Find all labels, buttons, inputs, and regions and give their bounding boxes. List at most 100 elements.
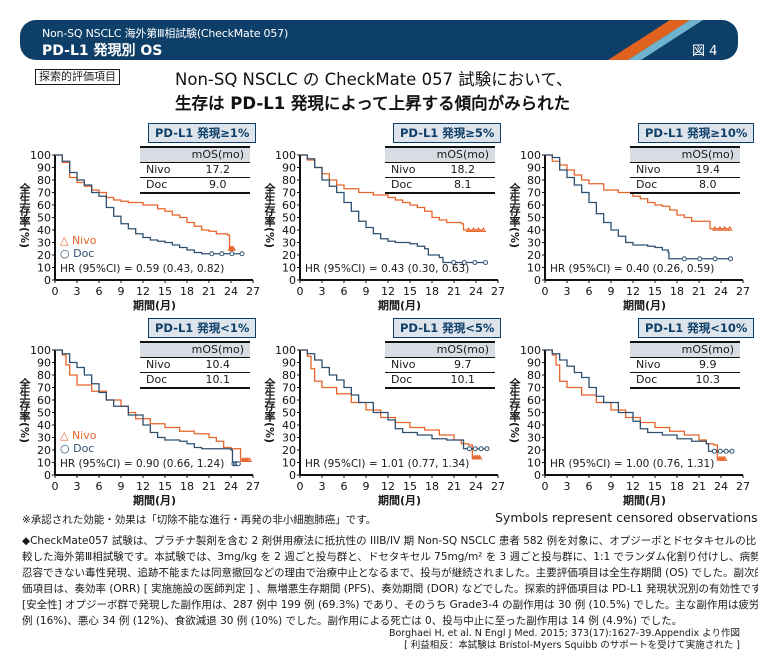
mos-value: 18.2 [430, 162, 495, 178]
y-tick-label: 90 [527, 357, 541, 370]
body-line: 例 (16%)、悪心 34 例 (12%)、食欲減退 30 例 (10%) でし… [22, 615, 683, 627]
x-tick-label: 21 [202, 480, 216, 493]
x-axis-label: 期間(月) [378, 494, 422, 507]
y-tick-label: 10 [527, 457, 541, 470]
x-tick-label: 18 [425, 285, 439, 298]
x-tick-label: 0 [297, 480, 304, 493]
mos-row: Doc 8.1 [385, 177, 495, 194]
km-panel: 0 10 20 30 40 50 60 70 80 90 100 0 3 6 9 12 15 18 21 24 27 PD… [0, 310, 268, 507]
censor-mark-nivo [721, 455, 728, 461]
x-tick-label: 21 [447, 285, 461, 298]
mos-table: mOS(mo) Nivo 17.2 Doc 9.0 [140, 146, 250, 194]
x-tick-label: 9 [118, 285, 125, 298]
x-axis-label: 期間(月) [133, 494, 177, 507]
x-tick-label: 6 [341, 285, 348, 298]
y-tick-label: 20 [527, 444, 541, 457]
y-tick-label: 60 [37, 199, 51, 212]
censor-mark-doc [209, 251, 215, 257]
mos-head-blank [630, 146, 676, 163]
censor-mark-nivo [475, 226, 482, 232]
y-tick-label: 100 [520, 149, 541, 162]
y-tick-label: 100 [275, 344, 296, 357]
mos-row: Nivo 17.2 [140, 162, 250, 178]
mos-head-blank [140, 146, 186, 163]
headline-line2: 生存は PD-L1 発現によって上昇する傾向がみられた [175, 94, 571, 113]
mos-row: Nivo 18.2 [385, 162, 495, 178]
survival-curve-nivo [300, 154, 484, 231]
x-tick-label: 27 [491, 480, 505, 493]
censor-mark-nivo [726, 225, 733, 231]
citation: Borghaei H, et al. N Engl J Med. 2015; 3… [389, 628, 740, 652]
mos-row: Nivo 9.7 [385, 357, 495, 373]
survival-curve-doc [55, 349, 239, 465]
survival-curve-doc [545, 154, 731, 260]
censor-mark-doc [219, 251, 225, 257]
mos-row: Nivo 19.4 [630, 162, 740, 178]
hazard-ratio: HR (95%CI) = 1.01 (0.77, 1.34) [305, 458, 470, 470]
header-banner-right [358, 20, 738, 60]
y-tick-label: 50 [37, 407, 51, 420]
y-tick-label: 40 [37, 224, 51, 237]
x-tick-label: 21 [692, 480, 706, 493]
x-tick-label: 18 [670, 480, 684, 493]
y-tick-label: 60 [527, 199, 541, 212]
mos-value: 19.4 [675, 162, 740, 178]
y-tick-label: 50 [37, 212, 51, 225]
x-tick-label: 3 [319, 480, 326, 493]
hazard-ratio: HR (95%CI) = 0.90 (0.66, 1.24) [60, 458, 225, 470]
km-panel: 0 10 20 30 40 50 60 70 80 90 100 0 3 6 9 12 15 18 21 24 27 PD… [0, 115, 268, 312]
x-tick-label: 24 [224, 285, 238, 298]
y-tick-label: 40 [527, 224, 541, 237]
y-tick-label: 90 [282, 357, 296, 370]
y-tick-label: 80 [282, 174, 296, 187]
body-line: [安全性] オプジーボ群で発現した副作用は、287 例中 199 例 (69.3… [22, 599, 758, 611]
body-line: 忍容できない毒性発現、追跡不能または同意撤回などの理由で治療中止となるまで、投与… [22, 567, 758, 579]
y-tick-label: 60 [37, 394, 51, 407]
mos-value: 9.7 [430, 357, 495, 373]
x-tick-label: 3 [74, 480, 81, 493]
y-tick-label: 20 [282, 444, 296, 457]
censor-mark-nivo [717, 225, 723, 231]
y-tick-label: 0 [289, 274, 296, 287]
x-tick-label: 18 [425, 480, 439, 493]
censor-mark-doc [461, 260, 467, 265]
legend-nivo: △ Nivo [60, 234, 97, 247]
mos-arm: Nivo [140, 357, 186, 373]
y-tick-label: 80 [37, 369, 51, 382]
censor-mark-doc [697, 256, 703, 262]
y-tick-label: 80 [527, 369, 541, 382]
hazard-ratio: HR (95%CI) = 0.59 (0.43, 0.82) [60, 263, 225, 275]
y-tick-label: 70 [282, 382, 296, 395]
y-axis-label: 全生存率(%) [508, 183, 521, 249]
mos-header: mOS(mo) [430, 341, 495, 358]
hazard-ratio: HR (95%CI) = 1.00 (0.76, 1.31) [550, 458, 715, 470]
censor-mark-doc [451, 260, 457, 265]
mos-head-blank [385, 146, 431, 163]
y-tick-label: 90 [37, 162, 51, 175]
x-tick-label: 9 [118, 480, 125, 493]
mos-arm: Doc [630, 177, 676, 194]
mos-head-blank [630, 341, 676, 358]
y-tick-label: 70 [527, 382, 541, 395]
y-tick-label: 70 [527, 187, 541, 200]
x-tick-label: 12 [136, 285, 150, 298]
mos-arm: Doc [385, 177, 431, 194]
mos-arm: Doc [630, 372, 676, 389]
y-tick-label: 30 [37, 237, 51, 250]
legend-doc: ○ Doc [60, 442, 95, 455]
mos-header: mOS(mo) [675, 341, 740, 358]
y-tick-label: 0 [534, 274, 541, 287]
censor-mark-doc [239, 251, 245, 257]
censor-mark-doc [717, 448, 723, 454]
subset-label: PD-L1 発現<5% [393, 318, 502, 338]
x-tick-label: 27 [736, 285, 750, 298]
header-subtitle: Non-SQ NSCLC 海外第Ⅲ相試験(CheckMate 057) [42, 27, 289, 40]
y-tick-label: 50 [527, 407, 541, 420]
footnote: ※承認された効能・効果は「切除不能な進行・再発の非小細胞肺癌」です。 [22, 514, 377, 526]
y-axis-label: 全生存率(%) [508, 378, 521, 444]
mos-header: mOS(mo) [185, 146, 250, 163]
mos-value: 8.0 [675, 177, 740, 194]
censor-mark-nivo [480, 226, 487, 232]
